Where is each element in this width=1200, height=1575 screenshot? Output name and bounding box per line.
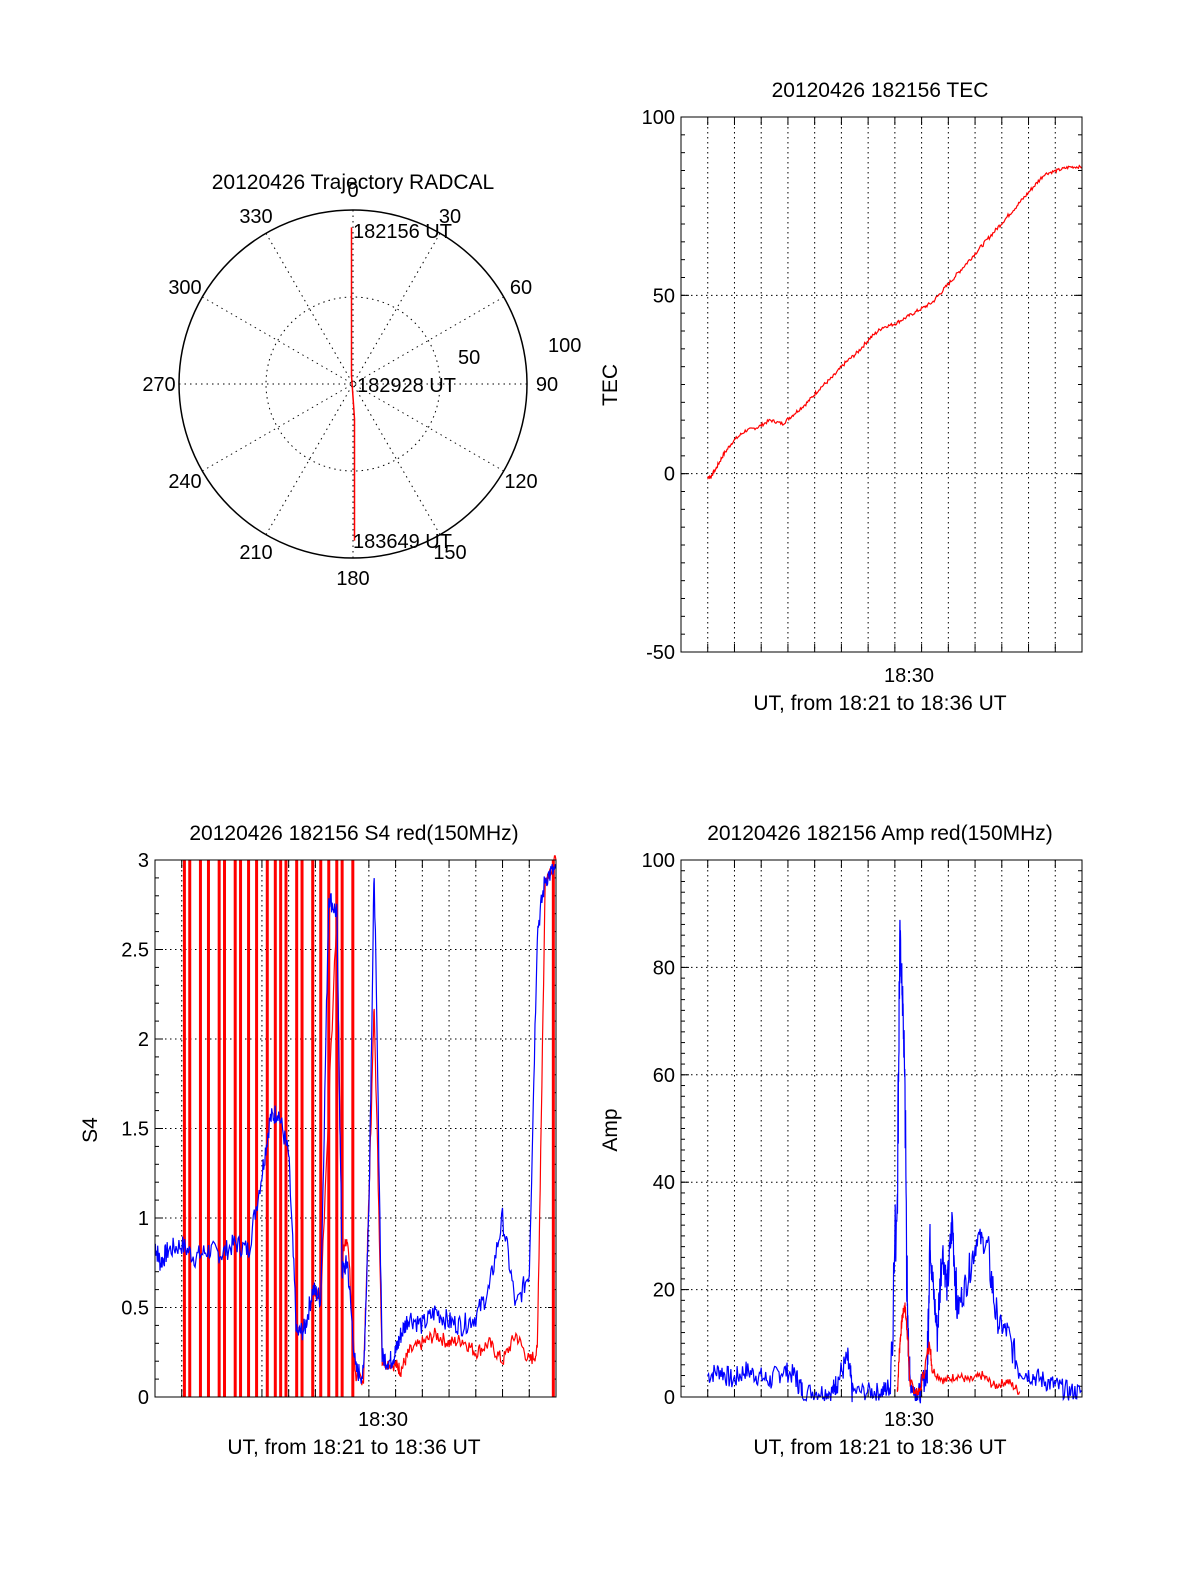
s4-title: 20120426 182156 S4 red(150MHz) [189,822,518,845]
polar-grid [178,209,528,559]
polar-title: 20120426 Trajectory RADCAL [212,171,495,194]
polar-annotation-start: 182156 UT [353,221,452,243]
s4-series-red [312,855,557,1386]
s4-plot-frame [154,859,557,1398]
y-tick-label: 0 [664,464,675,486]
s4-x-axis-label: UT, from 18:21 to 18:36 UT [227,1436,480,1459]
polar-inner-circle [265,296,441,472]
polar-angle-label: 60 [510,277,532,299]
amp-title: 20120426 182156 Amp red(150MHz) [707,822,1053,845]
s4-y-tick-labels: 0 0.5 1 1.5 2 2.5 3 [121,850,149,1409]
tec-series-red [707,164,1083,480]
polar-radius-label-50: 50 [458,347,480,369]
tec-x-tick-label: 18:30 [884,665,934,687]
polar-trajectory-line [350,227,356,541]
y-tick-label: 80 [653,957,675,979]
polar-angle-label: 120 [504,471,537,493]
amp-y-tick-labels: 0 20 40 60 80 100 [642,850,675,1409]
y-tick-label: -50 [646,642,675,664]
y-tick-label: 40 [653,1172,675,1194]
y-tick-label: 0 [664,1387,675,1409]
s4-red-spikes [182,860,555,1397]
polar-annotation-mid: 182928 UT [357,375,456,397]
polar-angle-label: 180 [336,568,369,590]
polar-angle-label: 240 [168,471,201,493]
polar-panel: 20120426 Trajectory RADCAL 0 30 60 90 120 150… [142,171,581,590]
s4-x-tick-label: 18:30 [358,1409,408,1431]
tec-title: 20120426 182156 TEC [772,79,989,102]
tec-y-axis-label: TEC [599,364,622,406]
y-tick-label: 60 [653,1065,675,1087]
polar-angle-label: 90 [536,374,558,396]
y-tick-label: 0.5 [121,1298,149,1320]
polar-angle-label: 150 [433,542,466,564]
polar-outer-circle [178,209,528,559]
y-tick-label: 0 [138,1387,149,1409]
polar-angle-label: 30 [439,206,461,228]
polar-radius-label-100: 100 [548,335,581,357]
amp-y-axis-label: Amp [599,1108,622,1151]
s4-y-axis-label: S4 [79,1117,102,1143]
polar-angle-label: 300 [168,277,201,299]
amp-plot-frame [680,859,1083,1398]
s4-series-blue [154,863,557,1384]
s4-grid [154,859,557,1398]
y-tick-label: 100 [642,850,675,872]
amp-series-red [896,1302,1021,1396]
y-tick-label: 3 [138,850,149,872]
amp-panel: 20120426 182156 Amp red(150MHz) 0 20 40 60 8… [599,822,1083,1459]
polar-angle-label: 210 [239,542,272,564]
tec-x-axis-label: UT, from 18:21 to 18:36 UT [753,692,1006,715]
y-tick-label: 2.5 [121,940,149,962]
y-tick-label: 1.5 [121,1119,149,1141]
amp-grid [680,859,1083,1398]
amp-x-axis-label: UT, from 18:21 to 18:36 UT [753,1436,1006,1459]
polar-angle-label: 330 [239,206,272,228]
polar-angle-label: 270 [142,374,175,396]
tec-grid [680,116,1083,653]
y-tick-label: 100 [642,107,675,129]
tec-panel: 20120426 182156 TEC -50 0 50 100 18:30 UT, … [599,79,1083,715]
polar-angle-label: 0 [347,180,358,202]
amp-x-tick-label: 18:30 [884,1409,934,1431]
polar-annotation-end: 183649 UT [353,531,452,553]
y-tick-label: 20 [653,1280,675,1302]
s4-panel: 20120426 182156 S4 red(150MHz) 0 0.5 1 1.5 2… [79,822,557,1459]
y-tick-label: 2 [138,1029,149,1051]
tec-plot-frame [680,116,1083,653]
y-tick-label: 1 [138,1208,149,1230]
y-tick-label: 50 [653,285,675,307]
tec-y-tick-labels: -50 0 50 100 [642,107,675,664]
polar-angle-labels: 0 30 60 90 120 150 180 210 240 270 300 330 [142,180,558,590]
